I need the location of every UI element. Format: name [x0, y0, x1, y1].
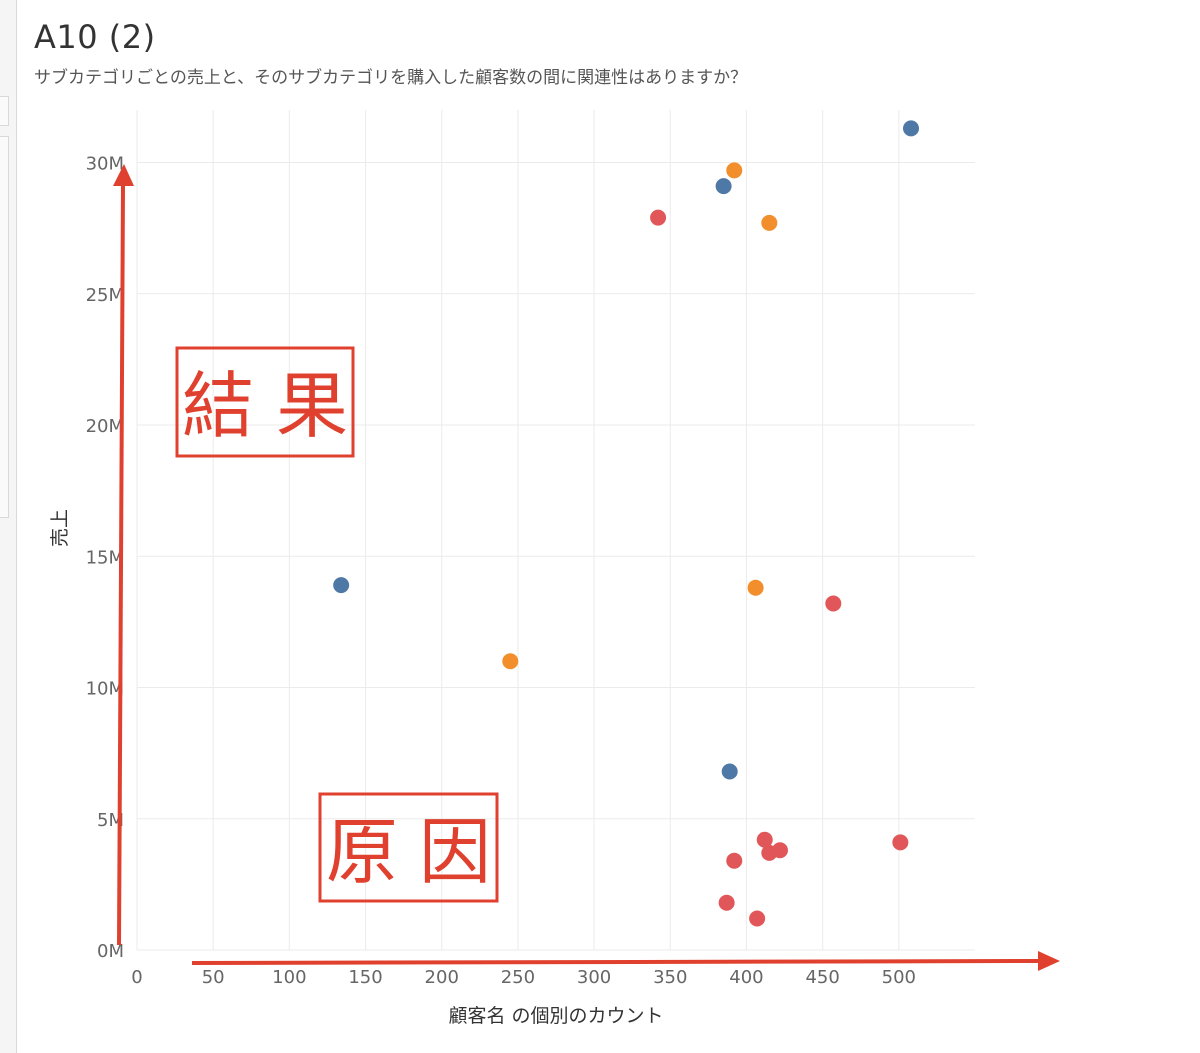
x-tick-label: 0: [131, 967, 142, 988]
x-arrow-annotation: [191, 959, 1041, 965]
gutter-tab: [0, 96, 9, 126]
data-points: [333, 120, 920, 927]
x-tick-label: 500: [882, 967, 916, 988]
data-point: [892, 834, 909, 851]
data-point: [502, 653, 519, 670]
data-point: [747, 579, 764, 596]
x-tick-label: 150: [348, 967, 382, 988]
grid-layer: [136, 110, 975, 951]
data-point: [771, 842, 788, 859]
x-tick-label: 300: [577, 967, 611, 988]
cause-label-box: [318, 792, 499, 903]
page-title: A10 (2): [34, 18, 156, 56]
annotation-layer: 結果 原因: [113, 164, 1060, 971]
data-point: [718, 894, 735, 911]
x-arrow-head: [1038, 951, 1060, 971]
result-label-box: [175, 346, 355, 458]
y-tick-label: 10M: [86, 679, 124, 700]
x-tick-label: 200: [425, 967, 459, 988]
data-point: [715, 178, 732, 195]
result-label: 結果: [182, 364, 348, 448]
cause-label: 原因: [326, 810, 491, 894]
data-point: [726, 852, 743, 869]
y-axis-ticks: 0M 5M 10M 15M 20M 25M 30M: [86, 154, 124, 963]
x-tick-label: 250: [501, 967, 535, 988]
y-axis-title: 売上: [49, 509, 71, 547]
y-arrow-head: [113, 164, 134, 186]
data-point: [726, 162, 743, 179]
data-point: [761, 214, 778, 231]
y-tick-label: 5M: [97, 810, 124, 831]
y-tick-label: 0M: [97, 941, 124, 962]
y-tick-label: 20M: [86, 416, 124, 437]
data-point: [749, 910, 766, 927]
y-tick-label: 15M: [86, 547, 124, 568]
y-arrow-annotation: [117, 184, 125, 946]
page-subtitle: サブカテゴリごとの売上と、そのサブカテゴリを購入した顧客数の間に関連性はあります…: [34, 68, 748, 88]
data-point: [825, 595, 842, 612]
x-tick-label: 50: [202, 967, 225, 988]
x-axis-ticks: 0 50 100 150 200 250 300 350 400 450 500: [131, 967, 916, 988]
data-point: [721, 763, 738, 780]
x-tick-label: 450: [805, 967, 839, 988]
y-tick-label: 25M: [86, 285, 124, 306]
data-point: [903, 120, 920, 137]
x-tick-label: 100: [272, 967, 306, 988]
data-point: [650, 209, 667, 226]
left-panel-gutter: [0, 0, 17, 1053]
y-tick-label: 30M: [86, 154, 124, 175]
x-tick-label: 350: [653, 967, 687, 988]
data-point: [756, 831, 773, 848]
data-point: [333, 577, 350, 594]
x-axis-title: 顧客名 の個別のカウント: [448, 1005, 663, 1027]
x-tick-label: 400: [729, 967, 763, 988]
gutter-tab: [0, 136, 9, 518]
